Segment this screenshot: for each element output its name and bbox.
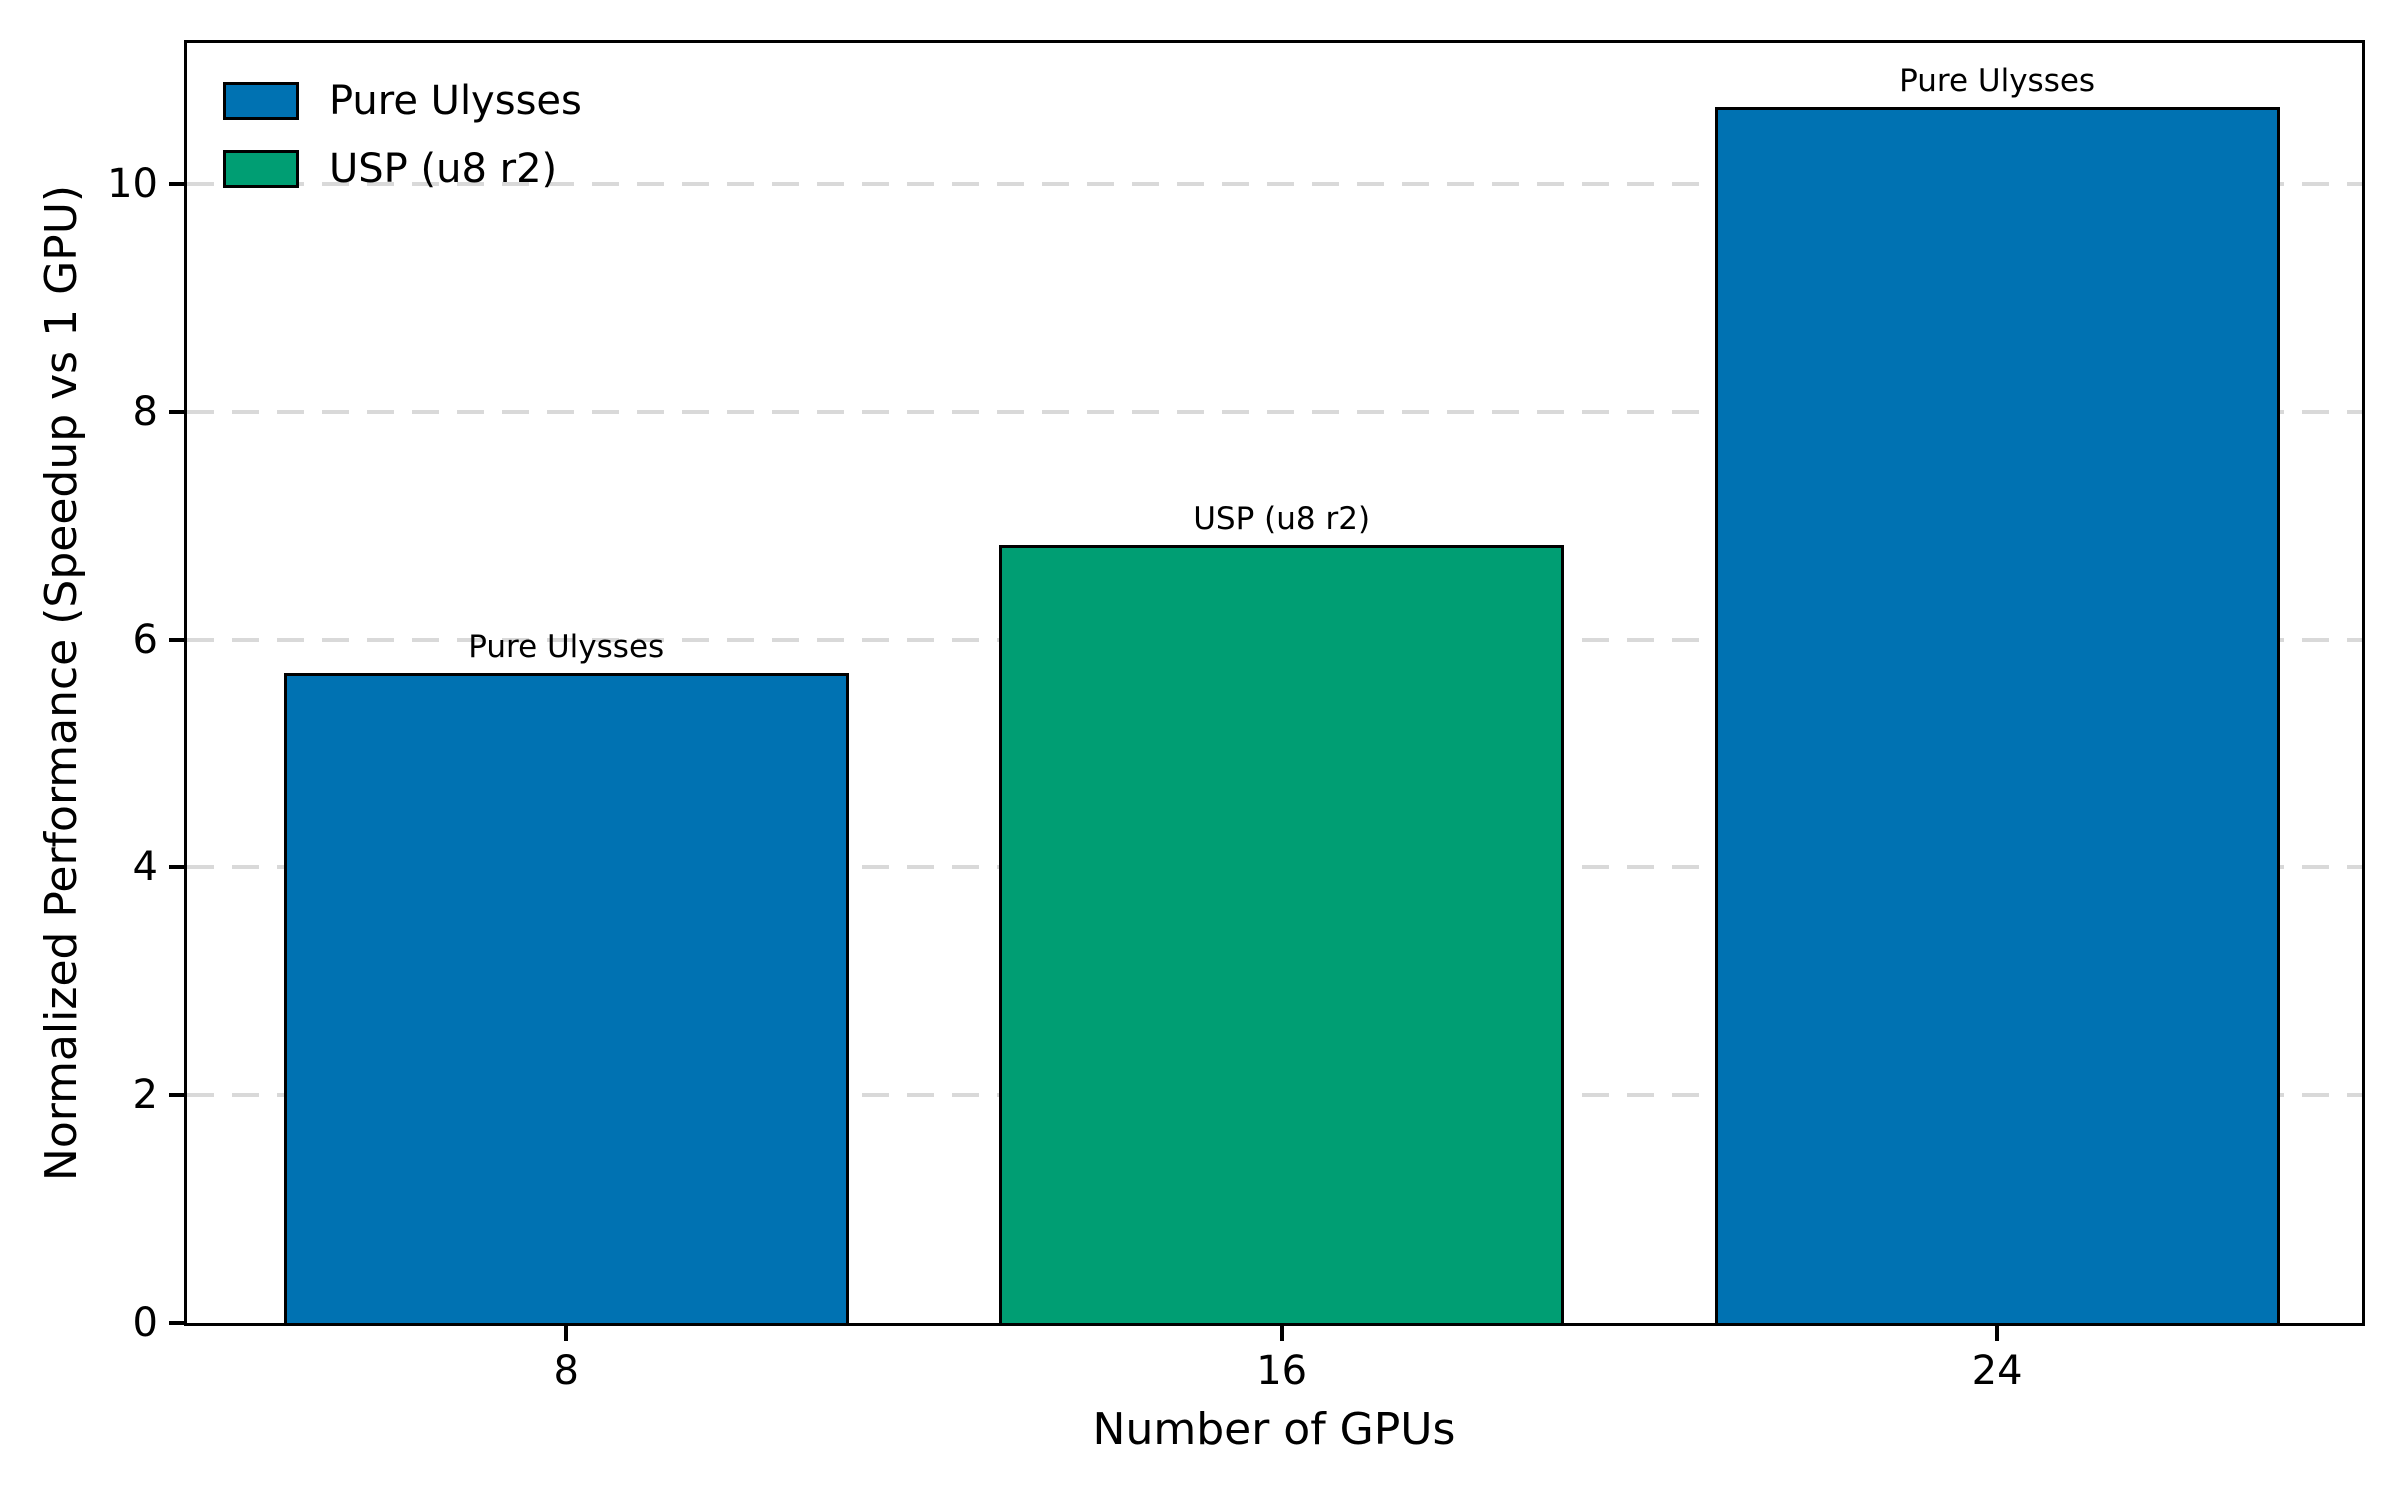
y-tick-mark-2 <box>169 1093 187 1098</box>
legend-item-label: USP (u8 r2) <box>329 146 558 192</box>
legend-item-label: Pure Ulysses <box>329 78 582 124</box>
y-tick-mark-10 <box>169 182 187 187</box>
y-tick-label-4: 4 <box>132 844 158 891</box>
legend-swatch-icon <box>223 150 299 188</box>
x-tick-label-16: 16 <box>1256 1348 1308 1394</box>
gridline-y10 <box>187 182 2362 187</box>
x-tick-mark-16 <box>1279 1323 1284 1341</box>
bar-24 <box>1714 106 2280 1323</box>
bar-label-16: USP (u8 r2) <box>1193 501 1371 538</box>
bar-8 <box>283 672 849 1323</box>
bar-16 <box>999 545 1565 1323</box>
gridline-y8 <box>187 409 2362 414</box>
x-tick-mark-8 <box>564 1323 569 1341</box>
x-axis-label: Number of GPUs <box>1092 1404 1456 1455</box>
bar-label-8: Pure Ulysses <box>468 628 665 665</box>
legend-item: Pure Ulysses <box>223 79 582 123</box>
y-tick-label-2: 2 <box>132 1072 158 1119</box>
y-axis-label: Normalized Performance (Speedup vs 1 GPU… <box>36 184 87 1182</box>
x-tick-label-8: 8 <box>553 1348 579 1394</box>
y-tick-label-10: 10 <box>107 161 158 208</box>
y-tick-mark-0 <box>169 1321 187 1325</box>
y-tick-label-8: 8 <box>132 388 158 435</box>
legend-swatch-icon <box>223 82 299 120</box>
x-tick-label-24: 24 <box>1971 1348 2023 1394</box>
legend-item: USP (u8 r2) <box>223 147 582 191</box>
y-tick-label-0: 0 <box>132 1300 158 1346</box>
y-tick-mark-4 <box>169 865 187 870</box>
legend: Pure Ulysses USP (u8 r2) <box>223 79 582 215</box>
y-tick-label-6: 6 <box>132 616 158 663</box>
bar-label-24: Pure Ulysses <box>1899 62 2096 99</box>
plot-area: Pure Ulysses USP (u8 r2) Pure Ulysses Pure… <box>187 43 2362 1323</box>
y-tick-mark-6 <box>169 637 187 642</box>
y-tick-mark-8 <box>169 409 187 414</box>
x-tick-mark-24 <box>1995 1323 2000 1341</box>
